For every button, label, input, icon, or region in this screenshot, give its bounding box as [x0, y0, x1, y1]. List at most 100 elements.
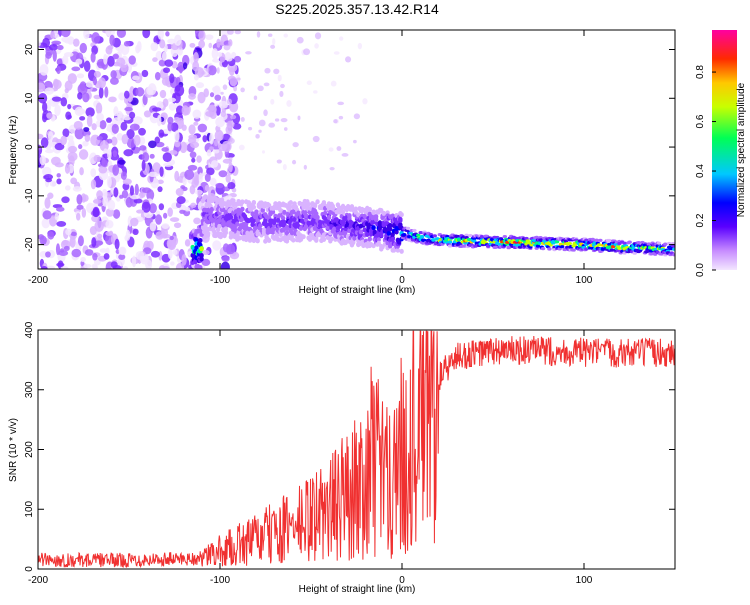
- spectrogram-ridge-cell: [672, 244, 675, 248]
- spectrogram-noise-blob: [136, 40, 142, 52]
- spectrogram-noise-blob: [152, 107, 162, 112]
- spectrogram-noise-blob: [82, 92, 90, 103]
- spectrogram-ridge-cell: [280, 215, 286, 221]
- spectrogram-ridge-cell: [571, 248, 576, 252]
- spectrogram-noise-blob: [181, 254, 187, 266]
- spectrogram-noise-blob: [139, 145, 147, 151]
- spectrogram-noise-blob: [80, 257, 86, 263]
- spectrogram-noise-blob: [56, 178, 62, 185]
- spectrogram-noise-blob: [161, 147, 169, 152]
- spectrogram-noise-blob: [132, 228, 139, 236]
- spectrogram-noise-blob: [161, 77, 171, 86]
- spectrogram-noise-blob: [123, 40, 131, 47]
- spectrogram-noise-blob: [261, 150, 266, 154]
- spectrogram-noise-blob: [191, 157, 196, 163]
- spectrogram-noise-blob: [268, 122, 276, 128]
- spectrogram-noise-blob: [159, 89, 167, 99]
- spectrogram-ridge-cell: [399, 212, 404, 218]
- spectrogram-noise-blob: [90, 168, 97, 178]
- spectrogram-ridge-cell: [540, 247, 546, 251]
- spectrogram-ridge-cell: [506, 245, 511, 249]
- spectrogram-noise-blob: [201, 250, 210, 256]
- spectrogram-noise-blob: [91, 123, 97, 131]
- spectrogram-noise-blob: [162, 152, 172, 163]
- spectrogram-ridge-cell: [275, 218, 281, 224]
- spectrogram-ridge-cell: [340, 209, 346, 215]
- spectrogram-noise-blob: [216, 67, 220, 74]
- spectrogram-noise-blob: [118, 246, 127, 256]
- spectrogram-noise-blob: [173, 222, 182, 229]
- spectrogram-noise-blob: [201, 258, 211, 267]
- spectrogram-noise-blob: [42, 37, 51, 48]
- spectrogram-y-tick-label: 0: [24, 144, 35, 150]
- spectrogram-noise-blob: [42, 210, 52, 220]
- colorbar-tick-label: 0.6: [695, 114, 706, 128]
- snr-x-tick-label: -100: [210, 575, 230, 586]
- spectrogram-ridge-cell: [278, 231, 283, 237]
- spectrogram-noise-blob: [107, 55, 115, 67]
- spectrogram-noise-blob: [232, 123, 242, 130]
- spectrogram-noise-blob: [174, 140, 181, 148]
- spectrogram-noise-blob: [184, 239, 191, 247]
- spectrogram-noise-blob: [101, 159, 109, 168]
- spectrogram-ridge-cell: [636, 241, 641, 245]
- spectrogram-ridge-cell: [562, 247, 567, 252]
- spectrogram-noise-blob: [213, 139, 219, 147]
- spectrogram-noise-blob: [179, 209, 186, 214]
- colorbar-gradient: [712, 30, 737, 270]
- spectrogram-noise-blob: [122, 266, 129, 269]
- spectrogram-noise-blob: [172, 249, 178, 256]
- spectrogram-noise-blob: [138, 127, 146, 136]
- spectrogram-noise-blob: [333, 51, 340, 55]
- spectrogram-noise-blob: [314, 32, 322, 40]
- spectrogram-noise-blob: [209, 132, 214, 145]
- spectrogram-noise-blob: [193, 74, 199, 81]
- spectrogram-noise-blob: [83, 127, 90, 132]
- spectrogram-noise-blob: [69, 235, 76, 248]
- spectrogram-noise-blob: [150, 42, 159, 52]
- spectrogram-noise-blob: [90, 179, 97, 190]
- spectrogram-noise-blob: [51, 96, 62, 102]
- spectrogram-noise-blob: [85, 107, 95, 118]
- spectrogram-ridge-cell: [649, 251, 654, 256]
- spectrogram-x-label: Height of straight line (km): [299, 285, 416, 296]
- spectrogram-noise-blob: [234, 30, 242, 35]
- spectrogram-noise-blob: [256, 31, 261, 38]
- spectrogram-noise-blob: [54, 212, 59, 221]
- spectrogram-noise-blob: [174, 34, 182, 46]
- spectrogram-noise-blob: [112, 164, 120, 176]
- spectrogram-noise-blob: [67, 114, 72, 120]
- spectrogram-noise-blob: [197, 123, 208, 133]
- spectrogram-noise-blob: [170, 261, 175, 266]
- spectrogram-noise-blob: [67, 103, 72, 110]
- spectrogram-noise-blob: [96, 112, 104, 122]
- spectrogram-noise-blob: [193, 52, 199, 63]
- spectrogram-ridge-cell: [321, 236, 327, 242]
- spectrogram-noise-blob: [116, 133, 124, 141]
- spectrogram-ridge-cell: [301, 234, 306, 240]
- spectrogram-noise-blob: [135, 250, 145, 260]
- spectrogram-noise-blob: [96, 135, 103, 141]
- spectrogram-ridge-cell: [235, 221, 240, 227]
- spectrogram-noise-blob: [70, 177, 78, 185]
- spectrogram-noise-blob: [38, 133, 44, 140]
- spectrogram-noise-blob: [229, 101, 239, 113]
- spectrogram-noise-blob: [74, 127, 84, 140]
- spectrogram-noise-blob: [84, 134, 91, 142]
- spectrogram-ridge-cell: [456, 238, 462, 242]
- spectrogram-noise-blob: [189, 151, 197, 159]
- spectrogram-noise-blob: [279, 90, 284, 98]
- spectrogram-noise-blob: [77, 83, 88, 95]
- spectrogram-noise-blob: [229, 67, 235, 76]
- spectrogram-noise-blob: [79, 116, 86, 121]
- spectrogram-noise-blob: [155, 50, 163, 61]
- spectrogram-noise-blob: [141, 152, 150, 163]
- spectrogram-noise-blob: [136, 209, 145, 214]
- spectrogram-noise-blob: [98, 86, 104, 99]
- snr-y-tick-label: 200: [24, 441, 35, 458]
- spectrogram-noise-blob: [263, 109, 268, 117]
- spectrogram-noise-blob: [167, 97, 177, 103]
- spectrogram-noise-blob: [233, 85, 238, 92]
- spectrogram-noise-blob: [211, 160, 219, 168]
